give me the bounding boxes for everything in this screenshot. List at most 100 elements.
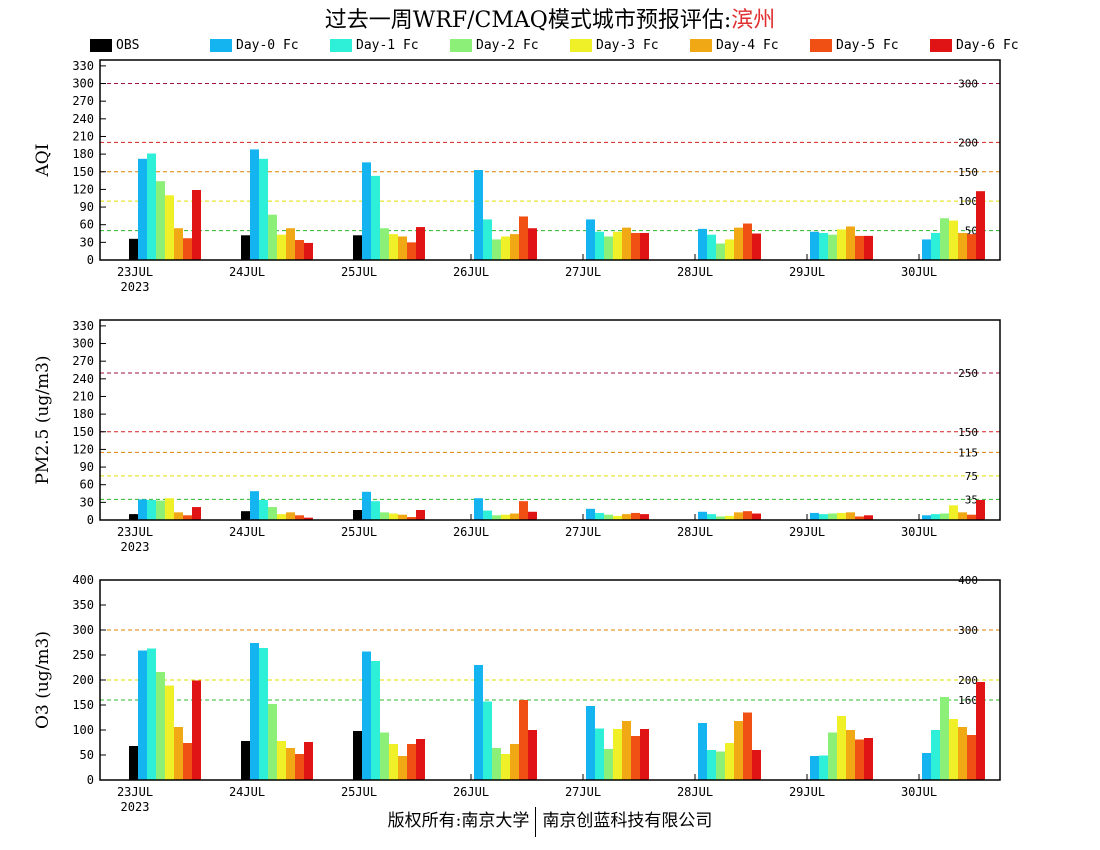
legend-item: Day-2 Fc <box>450 35 539 53</box>
bar <box>828 234 837 260</box>
bar <box>828 732 837 780</box>
bar <box>940 513 949 520</box>
legend-label: Day-1 Fc <box>356 38 419 53</box>
bar <box>138 650 147 780</box>
x-tick-label: 25JUL <box>341 785 377 799</box>
x-tick-label: 30JUL <box>901 265 937 279</box>
bar <box>604 514 613 520</box>
bar <box>165 498 174 520</box>
bar <box>501 754 510 780</box>
bar <box>631 232 640 260</box>
bar <box>416 227 425 260</box>
bar <box>837 512 846 520</box>
y-tick-label: 300 <box>72 337 94 351</box>
x-tick-label: 23JUL <box>117 265 153 279</box>
x-tick-label: 27JUL <box>565 785 601 799</box>
bar <box>716 516 725 520</box>
y-tick-label: 60 <box>80 478 94 492</box>
bar <box>586 508 595 520</box>
bar <box>174 228 183 260</box>
bar <box>192 190 201 260</box>
bar <box>958 727 967 780</box>
y-tick-label: 50 <box>80 748 94 762</box>
bar <box>510 744 519 780</box>
bar <box>353 235 362 260</box>
bar <box>483 219 492 260</box>
legend-swatch <box>210 39 232 52</box>
y-tick-label: 30 <box>80 495 94 509</box>
bar <box>295 754 304 780</box>
bar <box>501 236 510 260</box>
bar <box>743 712 752 780</box>
bar <box>922 753 931 780</box>
bar <box>707 514 716 520</box>
bar <box>855 739 864 780</box>
bar <box>362 162 371 260</box>
legend-swatch <box>690 39 712 52</box>
legend-swatch <box>450 39 472 52</box>
bar <box>492 239 501 260</box>
legend-item: Day-4 Fc <box>690 35 779 53</box>
bar <box>510 234 519 260</box>
y-axis-label: O3 (ug/m3) <box>33 631 53 729</box>
bar <box>967 234 976 260</box>
x-tick-label: 28JUL <box>677 265 713 279</box>
bar <box>510 513 519 520</box>
x-tick-label: 26JUL <box>453 265 489 279</box>
bar <box>362 651 371 780</box>
bar <box>613 515 622 520</box>
bar <box>286 228 295 260</box>
y-tick-label: 0 <box>87 773 94 787</box>
footer-right: 南京创蓝科技有限公司 <box>542 811 713 831</box>
bar <box>846 226 855 260</box>
bar <box>528 511 537 520</box>
bar <box>967 735 976 780</box>
bar <box>192 507 201 520</box>
bar <box>855 516 864 520</box>
bar <box>519 700 528 780</box>
bar <box>734 721 743 780</box>
reference-line-label: 250 <box>958 367 978 380</box>
reference-line-label: 300 <box>958 78 978 91</box>
bar <box>165 195 174 260</box>
bar <box>295 515 304 520</box>
chart-title: 过去一周WRF/CMAQ模式城市预报评估:滨州 <box>0 2 1100 34</box>
legend-swatch <box>810 39 832 52</box>
bar <box>595 231 604 260</box>
legend-label: Day-3 Fc <box>596 38 659 53</box>
y-tick-label: 0 <box>87 253 94 267</box>
bar <box>586 219 595 260</box>
bar <box>519 216 528 260</box>
bar <box>192 680 201 780</box>
bar <box>631 512 640 520</box>
y-tick-label: 350 <box>72 598 94 612</box>
x-tick-label: 26JUL <box>453 525 489 539</box>
y-tick-label: 240 <box>72 112 94 126</box>
bar <box>604 749 613 780</box>
x-tick-label: 23JUL <box>117 525 153 539</box>
bar <box>810 512 819 520</box>
bar <box>268 704 277 780</box>
x-tick-label: 28JUL <box>677 785 713 799</box>
y-tick-label: 270 <box>72 354 94 368</box>
bar <box>407 517 416 520</box>
bar <box>474 665 483 780</box>
x-tick-label: 27JUL <box>565 265 601 279</box>
reference-line-label: 160 <box>958 694 978 707</box>
bar <box>595 512 604 520</box>
y-tick-label: 180 <box>72 147 94 161</box>
bar <box>416 739 425 780</box>
reference-line-label: 300 <box>958 624 978 637</box>
bar <box>725 743 734 780</box>
y-axis-label: AQI <box>33 144 53 178</box>
y-tick-label: 30 <box>80 235 94 249</box>
title-city: 滨州 <box>731 8 776 33</box>
bar <box>250 149 259 260</box>
y-tick-label: 210 <box>72 389 94 403</box>
y-tick-label: 150 <box>72 698 94 712</box>
x-tick-label: 23JUL <box>117 785 153 799</box>
bar <box>752 750 761 780</box>
bar <box>353 731 362 780</box>
x-tick-label: 30JUL <box>901 785 937 799</box>
